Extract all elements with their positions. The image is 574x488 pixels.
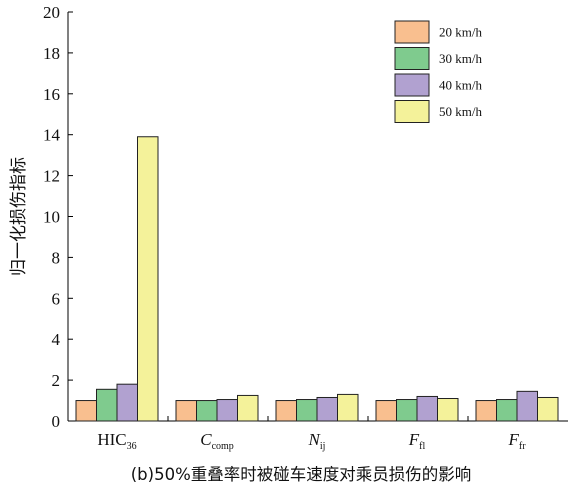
bar xyxy=(175,400,197,422)
bar xyxy=(537,396,559,422)
bar xyxy=(416,395,438,422)
legend-swatch xyxy=(394,73,430,97)
bar xyxy=(275,400,297,422)
bar xyxy=(375,400,397,422)
bar xyxy=(96,388,118,422)
x-tick-label: Ffr xyxy=(507,430,526,452)
x-tick-label: Ccomp xyxy=(200,430,234,452)
bar xyxy=(337,393,359,422)
y-tick-label: 4 xyxy=(52,330,61,349)
legend-label: 20 km/h xyxy=(439,25,482,40)
legend-label: 30 km/h xyxy=(439,51,482,66)
legend-swatch xyxy=(394,47,430,70)
bar xyxy=(516,390,538,422)
bar xyxy=(296,399,318,422)
y-tick-label: 10 xyxy=(43,208,60,227)
y-tick-label: 16 xyxy=(43,85,60,104)
bar xyxy=(196,400,218,422)
legend-label: 40 km/h xyxy=(439,78,482,93)
legend-swatch xyxy=(394,100,430,123)
y-tick-label: 14 xyxy=(43,126,61,145)
bar xyxy=(116,383,138,422)
bar xyxy=(396,399,418,422)
y-tick-label: 0 xyxy=(52,412,61,431)
bar xyxy=(496,399,518,422)
bar xyxy=(437,398,459,422)
bar xyxy=(475,400,497,422)
y-tick-label: 20 xyxy=(43,3,60,22)
bar xyxy=(216,399,238,422)
bar xyxy=(237,394,259,422)
x-tick-label: Nij xyxy=(308,430,326,452)
bar xyxy=(316,396,338,422)
legend-swatch xyxy=(394,20,430,44)
x-tick-label: Ffl xyxy=(408,430,426,452)
bar xyxy=(75,400,97,422)
bar xyxy=(137,136,159,422)
y-axis-title: 归一化损伤指标 xyxy=(9,157,29,276)
y-tick-label: 6 xyxy=(52,289,61,308)
y-tick-label: 2 xyxy=(52,371,61,390)
y-tick-label: 12 xyxy=(43,167,60,186)
y-tick-label: 18 xyxy=(43,44,60,63)
legend-label: 50 km/h xyxy=(439,104,482,119)
figure-caption: (b)50%重叠率时被碰车速度对乘员损伤的影响 xyxy=(131,465,472,484)
y-tick-label: 8 xyxy=(52,248,61,267)
x-tick-label: HIC36 xyxy=(97,430,136,452)
